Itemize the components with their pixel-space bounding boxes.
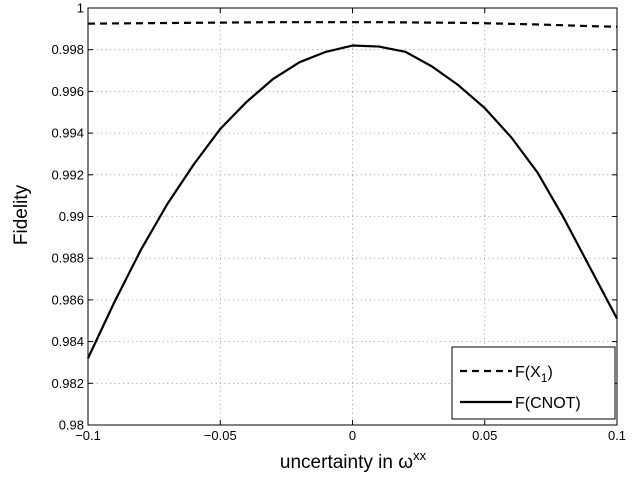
y-tick-label: 1 [77, 1, 84, 16]
x-axis-title-superscript: xx [413, 448, 427, 463]
y-tick-label: 0.986 [51, 292, 84, 307]
y-tick-label: 0.988 [51, 251, 84, 266]
x-tick-label: 0.1 [608, 428, 626, 443]
series-line-f-x-1 [87, 21, 618, 28]
x-tick-label: 0.05 [472, 428, 497, 443]
y-tick-label: 0.996 [51, 84, 84, 99]
y-tick-label: 0.98 [59, 418, 84, 433]
tick-marks [87, 7, 618, 426]
series-layer [87, 21, 618, 359]
legend-label-fx1: F(X1) [515, 364, 553, 385]
grid-lines [88, 8, 617, 425]
x-axis-title-symbol: ω [398, 452, 413, 473]
x-tick-label: −0.05 [204, 428, 237, 443]
y-tick-label: 0.998 [51, 42, 84, 57]
series-line-f-cnot [87, 44, 618, 359]
y-tick-label: 0.992 [51, 167, 84, 182]
legend-label-fx1-end: ) [547, 364, 552, 381]
legend: F(X1) F(CNOT) [451, 346, 616, 420]
legend-label-fcnot: F(CNOT) [515, 395, 581, 412]
y-tick-labels: 0.98 0.982 0.984 0.986 0.988 0.99 0.992 0.994 0.… [51, 1, 84, 433]
x-tick-label: 0 [349, 428, 356, 443]
y-tick-label: 0.994 [51, 126, 84, 141]
legend-label-fx1-sub: 1 [541, 371, 548, 385]
y-axis-title: Fidelity [11, 184, 32, 245]
x-axis-title: uncertainty in ωxx [280, 448, 427, 473]
x-tick-labels: −0.1 −0.05 0 0.05 0.1 [75, 428, 626, 443]
y-tick-label: 0.984 [51, 334, 84, 349]
x-tick-label: −0.1 [75, 428, 101, 443]
y-tick-label: 0.99 [59, 209, 84, 224]
legend-box [451, 346, 616, 420]
y-tick-label: 0.982 [51, 376, 84, 391]
x-axis-title-text: uncertainty in [280, 452, 398, 473]
legend-label-fx1-base: F(X [515, 364, 541, 381]
